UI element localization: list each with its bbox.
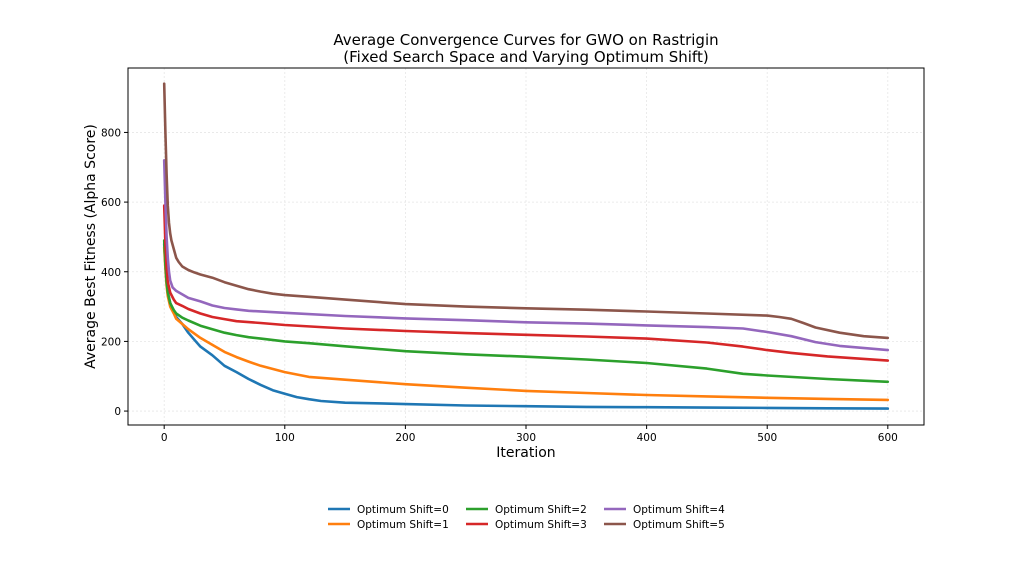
y-tick-label: 0: [114, 406, 121, 418]
legend: Optimum Shift=0 Optimum Shift=1 Optimum Sh…: [328, 504, 725, 531]
legend-item-shift-1: Optimum Shift=1: [328, 519, 449, 531]
legend-label: Optimum Shift=4: [633, 504, 725, 516]
y-axis-label: Average Best Fitness (Alpha Score): [83, 124, 99, 369]
legend-item-shift-3: Optimum Shift=3: [466, 519, 587, 531]
series-line-shift-1: [162, 246, 890, 402]
x-tick-label: 200: [395, 432, 415, 444]
x-tick-label: 100: [275, 432, 295, 444]
x-tick-label: 300: [516, 432, 536, 444]
y-tick-label: 600: [101, 197, 121, 209]
chart-title-line-1: Average Convergence Curves for GWO on Ra…: [333, 31, 718, 49]
chart-title: Average Convergence Curves for GWO on Ra…: [333, 31, 718, 66]
y-tick-label: 400: [101, 267, 121, 279]
x-axis-label: Iteration: [496, 445, 555, 461]
x-tick-label: 500: [757, 432, 777, 444]
legend-item-shift-2: Optimum Shift=2: [466, 504, 587, 516]
legend-item-shift-0: Optimum Shift=0: [328, 504, 449, 516]
legend-item-shift-4: Optimum Shift=4: [604, 504, 725, 516]
legend-label: Optimum Shift=5: [633, 519, 725, 531]
legend-label: Optimum Shift=1: [357, 519, 449, 531]
y-tick-label: 200: [101, 336, 121, 348]
y-axis-ticks: 0 200 400 600 800: [101, 127, 128, 418]
grid-lines: [128, 68, 924, 425]
legend-item-shift-5: Optimum Shift=5: [604, 519, 725, 531]
x-axis-ticks: 0 100 200 300 400 500 600: [161, 425, 898, 444]
y-tick-label: 800: [101, 127, 121, 139]
legend-label: Optimum Shift=2: [495, 504, 587, 516]
series-lines: [162, 82, 890, 410]
legend-label: Optimum Shift=0: [357, 504, 449, 516]
x-tick-label: 0: [161, 432, 168, 444]
series-line-shift-5: [162, 82, 890, 340]
series-line-shift-2: [162, 239, 890, 384]
legend-label: Optimum Shift=3: [495, 519, 587, 531]
x-tick-label: 600: [878, 432, 898, 444]
series-line-shift-4: [162, 159, 890, 352]
x-tick-label: 400: [637, 432, 657, 444]
series-line-shift-3: [162, 204, 890, 362]
chart-title-line-2: (Fixed Search Space and Varying Optimum …: [343, 48, 708, 66]
